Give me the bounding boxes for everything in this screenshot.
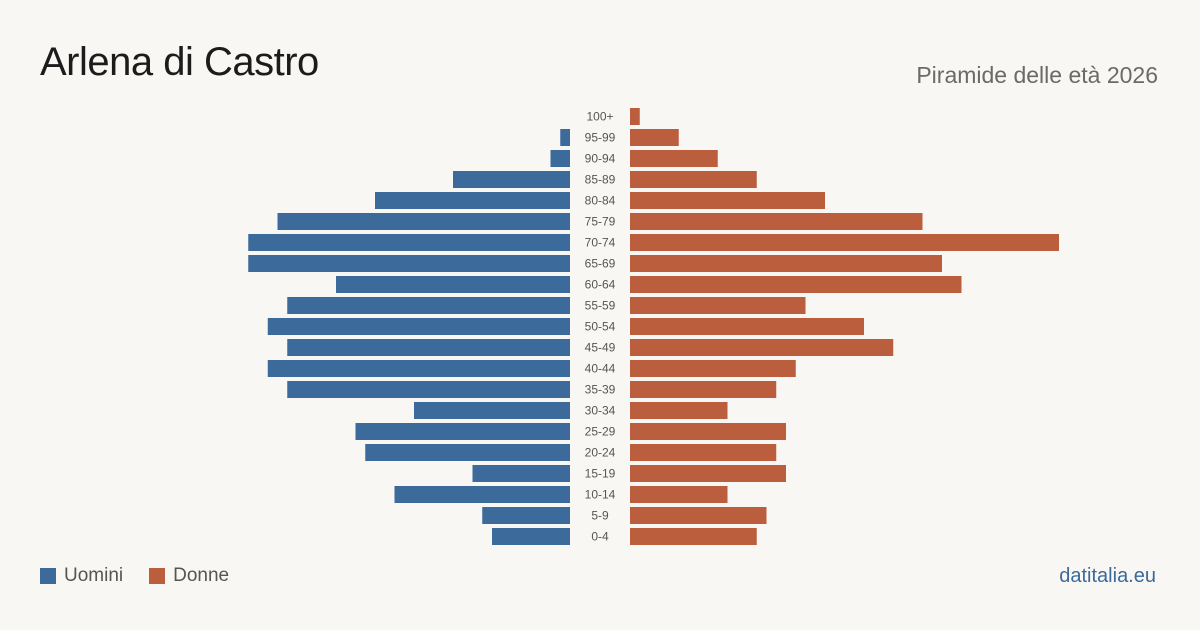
- bar-women-55-59: [630, 297, 806, 314]
- bar-men-50-54: [267, 318, 570, 335]
- bar-men-25-29: [355, 423, 570, 440]
- bar-men-85-89: [453, 171, 570, 188]
- bar-men-30-34: [414, 402, 570, 419]
- bar-women-40-44: [630, 360, 796, 377]
- bar-men-15-19: [472, 465, 570, 482]
- age-group-label: 75-79: [585, 215, 616, 229]
- bar-men-0-4: [492, 528, 570, 545]
- age-group-label: 45-49: [585, 341, 616, 355]
- age-group-label: 30-34: [585, 404, 616, 418]
- chart-subtitle: Piramide delle età 2026: [916, 62, 1158, 88]
- bar-women-75-79: [630, 213, 923, 230]
- age-group-label: 60-64: [585, 278, 616, 292]
- bar-men-45-49: [287, 339, 570, 356]
- bar-women-30-34: [630, 402, 728, 419]
- bar-men-40-44: [267, 360, 570, 377]
- bar-women-50-54: [630, 318, 864, 335]
- legend-label-men: Uomini: [64, 565, 124, 586]
- bar-women-10-14: [630, 486, 728, 503]
- legend-item-women: Donne: [149, 565, 229, 587]
- bar-men-80-84: [375, 192, 570, 209]
- age-group-label: 85-89: [585, 173, 616, 187]
- legend-swatch-men: [40, 568, 56, 584]
- bar-women-85-89: [630, 171, 757, 188]
- legend-swatch-women: [149, 568, 166, 584]
- age-group-label: 5-9: [591, 509, 609, 523]
- age-group-label: 80-84: [585, 194, 616, 208]
- age-group-label: 65-69: [585, 257, 616, 271]
- age-group-label: 15-19: [585, 467, 616, 481]
- age-group-label: 40-44: [585, 362, 616, 376]
- age-group-label: 70-74: [585, 236, 616, 250]
- bar-men-5-9: [482, 507, 570, 524]
- bar-women-20-24: [630, 444, 777, 461]
- bar-women-70-74: [630, 234, 1059, 251]
- age-group-label: 55-59: [585, 299, 616, 313]
- bar-women-45-49: [630, 339, 894, 356]
- bar-women-90-94: [630, 150, 718, 167]
- age-group-label: 0-4: [591, 530, 609, 544]
- bar-men-60-64: [336, 276, 570, 293]
- bar-women-25-29: [630, 423, 786, 440]
- bar-men-90-94: [550, 150, 570, 167]
- age-group-label: 35-39: [585, 383, 616, 397]
- bar-men-75-79: [277, 213, 570, 230]
- age-group-label: 90-94: [585, 152, 616, 166]
- bar-women-15-19: [630, 465, 786, 482]
- legend: Uomini Donne: [40, 565, 255, 587]
- legend-item-men: Uomini: [40, 565, 123, 587]
- bar-women-80-84: [630, 192, 825, 209]
- bar-men-55-59: [287, 297, 570, 314]
- bar-men-35-39: [287, 381, 570, 398]
- age-group-label: 100+: [586, 110, 613, 124]
- age-group-label: 25-29: [585, 425, 616, 439]
- age-group-label: 50-54: [585, 320, 616, 334]
- legend-label-women: Donne: [173, 565, 230, 586]
- bar-men-95-99: [560, 129, 570, 146]
- bar-women-35-39: [630, 381, 777, 398]
- bar-men-20-24: [365, 444, 570, 461]
- age-group-label: 20-24: [585, 446, 616, 460]
- bar-women-60-64: [630, 276, 962, 293]
- bar-women-0-4: [630, 528, 757, 545]
- bar-men-10-14: [394, 486, 570, 503]
- bar-women-100+: [630, 108, 640, 125]
- page-title: Arlena di Castro: [40, 40, 319, 84]
- bar-women-95-99: [630, 129, 679, 146]
- bar-men-65-69: [248, 255, 570, 272]
- bar-men-70-74: [248, 234, 570, 251]
- bar-women-65-69: [630, 255, 942, 272]
- age-group-label: 95-99: [585, 131, 616, 145]
- source-link[interactable]: datitalia.eu: [1059, 565, 1156, 587]
- bar-women-5-9: [630, 507, 767, 524]
- age-group-label: 10-14: [585, 488, 616, 502]
